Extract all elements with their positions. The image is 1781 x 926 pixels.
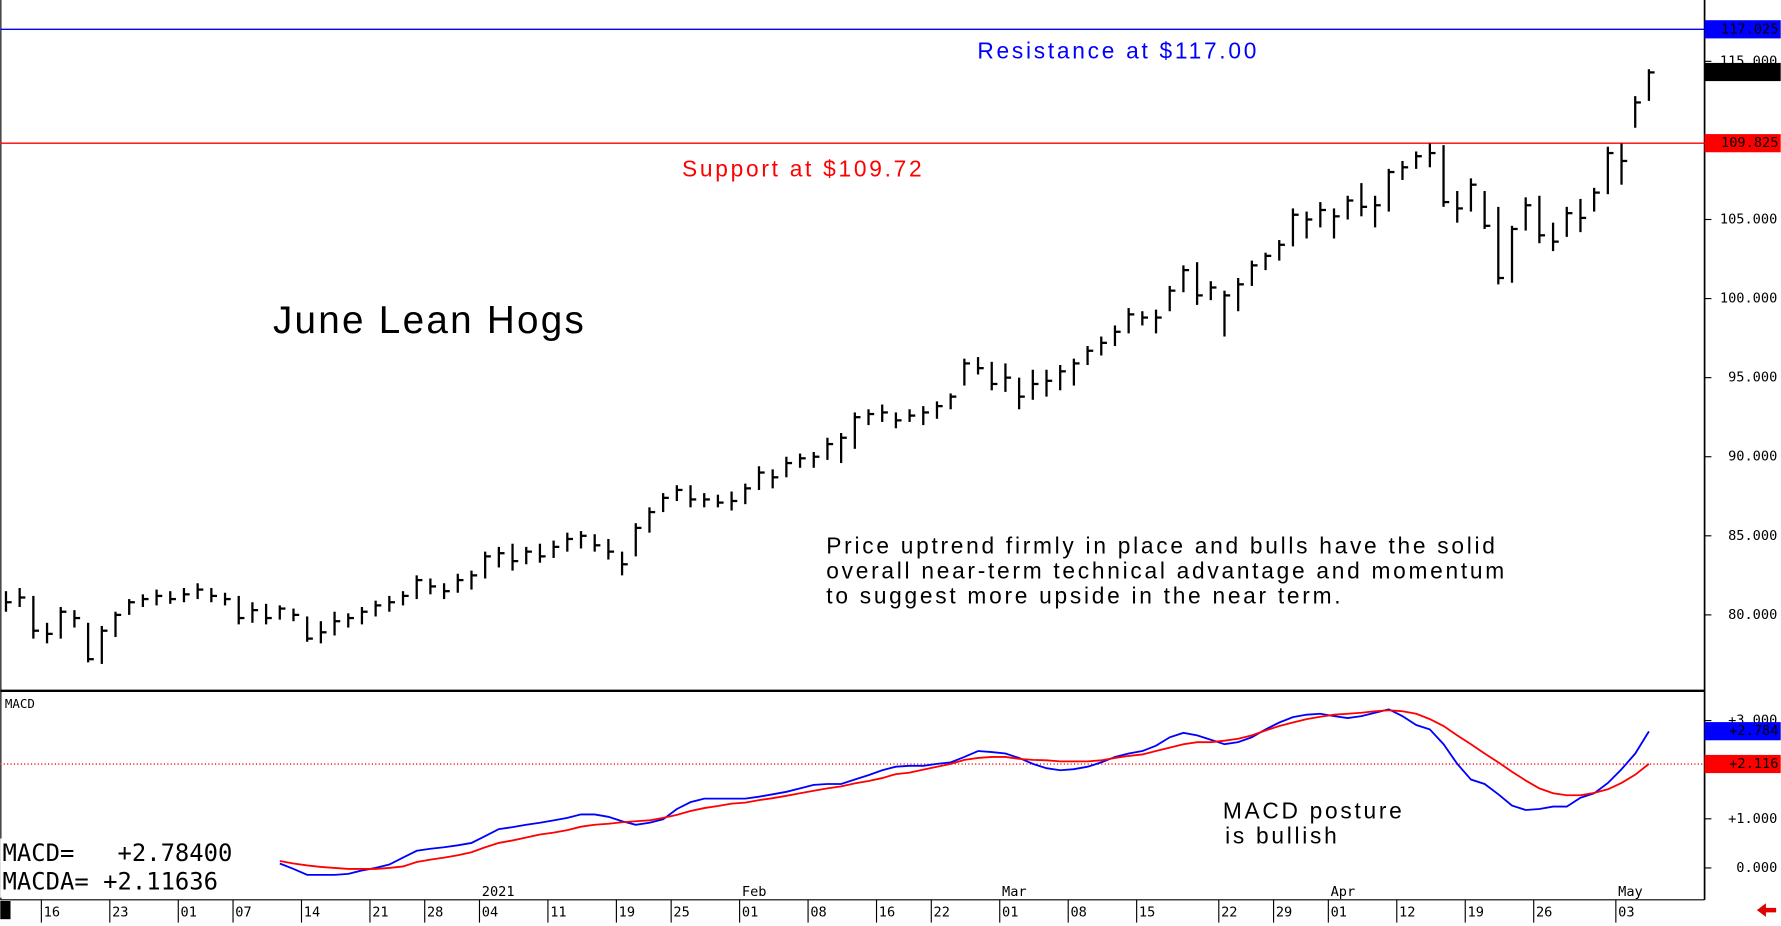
indicator-line — [279, 709, 1650, 870]
x-tick-label: 01 — [742, 904, 758, 920]
level-label: 114.325 — [1721, 64, 1778, 80]
x-tick-label: 01 — [1002, 904, 1018, 920]
corner-marker — [0, 901, 11, 920]
chart-title: June Lean Hogs — [273, 299, 586, 342]
x-tick-label: 26 — [1536, 904, 1552, 920]
y-tick-label: 105.000 — [1720, 211, 1777, 227]
x-tick-label: 03 — [1618, 904, 1634, 920]
x-tick-label: 21 — [372, 904, 388, 920]
annotation: MACD posture — [1223, 797, 1405, 823]
month-label: May — [1618, 884, 1643, 900]
x-tick-label: 16 — [44, 904, 60, 920]
level-marker — [1704, 62, 1781, 82]
x-tick-label: 29 — [1276, 904, 1292, 920]
month-label: Mar — [1002, 884, 1027, 900]
level-label: 117.025 — [1721, 21, 1778, 37]
month-label: 2021 — [482, 884, 515, 900]
x-tick-label: 08 — [810, 904, 826, 920]
y-tick-label: 85.000 — [1728, 528, 1777, 544]
level-label: 109.825 — [1721, 135, 1778, 151]
level-marker — [1704, 134, 1781, 153]
x-tick-label: 22 — [934, 904, 950, 920]
y-tick-label: 90.000 — [1728, 449, 1777, 465]
x-tick-label: 19 — [619, 904, 635, 920]
x-tick-label: 25 — [673, 904, 689, 920]
x-tick-label: 07 — [235, 904, 251, 920]
x-tick-label: 12 — [1399, 904, 1415, 920]
x-tick-label: 15 — [1139, 904, 1155, 920]
macd-title: MACD — [5, 696, 35, 711]
scroll-arrow — [1756, 903, 1777, 917]
annotation: Price uptrend firmly in place and bulls … — [826, 533, 1497, 559]
x-tick-label: 01 — [181, 904, 197, 920]
x-tick-label: 08 — [1070, 904, 1086, 920]
y-tick-label: 95.000 — [1728, 370, 1777, 386]
level-marker — [1704, 722, 1781, 741]
level-label: +2.116 — [1729, 756, 1778, 772]
month-label: Feb — [742, 884, 767, 900]
y-tick-label: 80.000 — [1728, 607, 1777, 623]
annotation: to suggest more upside in the near term. — [826, 583, 1343, 609]
x-tick-label: 01 — [1331, 904, 1347, 920]
x-tick-label: 28 — [427, 904, 443, 920]
x-tick-label: 16 — [879, 904, 895, 920]
readout: MACDA= +2.11636 — [3, 867, 218, 895]
month-label: Apr — [1331, 884, 1356, 900]
annotation: Support at $109.72 — [682, 155, 924, 181]
y-tick-label: 0.000 — [1736, 860, 1777, 876]
indicator-line — [279, 708, 1650, 876]
x-tick-label: 23 — [112, 904, 128, 920]
x-tick-label: 19 — [1468, 904, 1484, 920]
x-tick-label: 11 — [550, 904, 566, 920]
annotation: is bullish — [1225, 822, 1339, 848]
x-tick-label: 14 — [304, 904, 320, 920]
level-marker — [1704, 754, 1781, 774]
readout-box — [0, 838, 269, 898]
annotation: Resistance at $117.00 — [977, 37, 1259, 63]
x-tick-label: 04 — [482, 904, 498, 920]
readout: MACD= +2.78400 — [3, 839, 233, 867]
annotation: overall near-term technical advantage an… — [826, 558, 1507, 584]
x-tick-label: 22 — [1221, 904, 1237, 920]
level-marker — [1704, 20, 1781, 39]
y-tick-label: +1.000 — [1728, 811, 1777, 827]
level-label: +2.784 — [1729, 723, 1778, 739]
y-tick-label: 100.000 — [1720, 291, 1777, 307]
